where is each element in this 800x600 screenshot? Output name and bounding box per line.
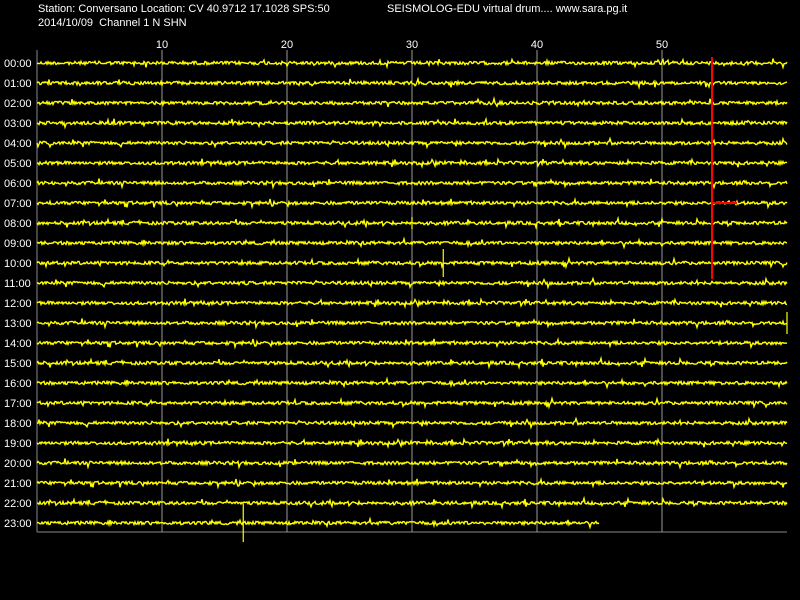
y-tick-label: 22:00 bbox=[4, 498, 32, 510]
trace-row bbox=[36, 395, 788, 410]
y-tick-label: 06:00 bbox=[4, 178, 32, 190]
y-tick-label: 02:00 bbox=[4, 98, 32, 110]
trace-row bbox=[36, 336, 788, 350]
y-tick-label: 04:00 bbox=[4, 138, 32, 150]
trace-row bbox=[36, 255, 788, 270]
x-tick-label: 30 bbox=[406, 39, 418, 51]
y-tick-label: 21:00 bbox=[4, 478, 32, 490]
trace-row bbox=[36, 178, 788, 190]
y-tick-label: 13:00 bbox=[4, 318, 32, 330]
trace-row bbox=[36, 495, 788, 510]
y-tick-label: 00:00 bbox=[4, 58, 32, 70]
trace-row bbox=[36, 96, 788, 108]
y-tick-label: 01:00 bbox=[4, 78, 32, 90]
y-tick-label: 20:00 bbox=[4, 458, 32, 470]
x-tick-label: 20 bbox=[281, 39, 293, 51]
y-tick-label: 12:00 bbox=[4, 298, 32, 310]
trace-row bbox=[36, 297, 788, 309]
trace-row bbox=[36, 318, 788, 330]
trace-row bbox=[36, 57, 788, 70]
trace-row bbox=[36, 276, 788, 290]
y-tick-label: 19:00 bbox=[4, 438, 32, 450]
y-tick-label: 18:00 bbox=[4, 418, 32, 430]
trace-row bbox=[36, 116, 788, 130]
y-tick-label: 23:00 bbox=[4, 518, 32, 530]
x-tick-label: 50 bbox=[656, 39, 668, 51]
y-tick-label: 05:00 bbox=[4, 158, 32, 170]
y-tick-label: 11:00 bbox=[4, 278, 31, 290]
trace-row bbox=[36, 236, 787, 250]
x-tick-label: 40 bbox=[531, 39, 543, 51]
y-tick-label: 15:00 bbox=[4, 358, 32, 370]
y-tick-label: 03:00 bbox=[4, 118, 32, 130]
trace-row bbox=[36, 516, 600, 530]
date-channel-info: 2014/10/09 Channel 1 N SHN bbox=[38, 17, 187, 29]
trace-row bbox=[36, 76, 788, 90]
trace-row bbox=[36, 355, 788, 370]
trace-row bbox=[36, 416, 788, 430]
trace-row bbox=[36, 376, 788, 390]
trace-row bbox=[36, 476, 788, 490]
y-tick-label: 10:00 bbox=[4, 258, 32, 270]
y-tick-label: 08:00 bbox=[4, 218, 32, 230]
y-tick-label: 14:00 bbox=[4, 338, 32, 350]
station-info: Station: Conversano Location: CV 40.9712… bbox=[38, 3, 330, 15]
y-tick-label: 16:00 bbox=[4, 378, 32, 390]
trace-row bbox=[36, 437, 788, 449]
trace-row bbox=[36, 157, 788, 169]
page-title: SEISMOLOG-EDU virtual drum.... www.sara.… bbox=[387, 3, 628, 15]
trace-row bbox=[36, 136, 788, 150]
x-tick-label: 10 bbox=[156, 39, 168, 51]
y-tick-label: 17:00 bbox=[4, 398, 32, 410]
trace-row bbox=[36, 196, 788, 210]
y-tick-label: 07:00 bbox=[4, 198, 32, 210]
trace-row bbox=[36, 458, 788, 470]
y-tick-label: 09:00 bbox=[4, 238, 32, 250]
